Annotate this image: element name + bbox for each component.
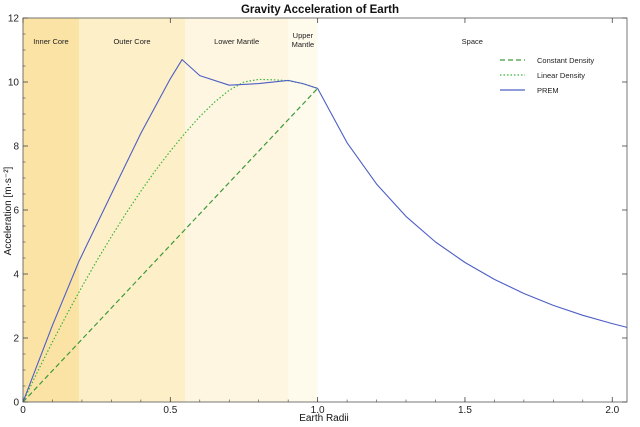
- region-band-4: [317, 18, 627, 402]
- region-label: Upper Mantle: [292, 31, 315, 49]
- y-tick-label: 2: [13, 334, 19, 345]
- x-tick-label: 2.0: [605, 405, 619, 416]
- x-tick-label: 1.5: [458, 405, 472, 416]
- y-axis-title: Acceleration [m·s⁻²]: [3, 166, 14, 255]
- y-tick-label: 0: [13, 398, 19, 409]
- y-axis-ticks: 0 2 4 6 8 10 12: [8, 14, 627, 409]
- y-tick-label: 10: [8, 78, 20, 89]
- y-tick-label: 8: [13, 142, 19, 153]
- chart-title: Gravity Acceleration of Earth: [241, 4, 399, 16]
- x-axis-ticks: 0 0.5 1.0 1.5 2.0: [20, 18, 620, 416]
- y-tick-label: 12: [8, 14, 20, 25]
- x-tick-label: 1.0: [311, 405, 325, 416]
- legend-label: Linear Density: [537, 71, 585, 80]
- region-label: Space: [462, 37, 483, 46]
- series-line-linear-density: [22, 78, 318, 403]
- x-axis-title: Earth Radii: [299, 413, 348, 424]
- region-label: Outer Core: [113, 37, 150, 46]
- y-tick-label: 4: [13, 270, 19, 281]
- legend: Constant Density Linear Density PREM: [500, 56, 594, 95]
- region-label: Inner Core: [33, 37, 68, 46]
- legend-label: PREM: [537, 86, 559, 95]
- region-label: Lower Mantle: [214, 37, 259, 46]
- region-band-0: [23, 18, 79, 402]
- x-tick-label: 0: [20, 405, 26, 416]
- region-bands: [23, 18, 627, 402]
- series-lines: [22, 59, 628, 403]
- y-tick-label: 6: [13, 206, 19, 217]
- region-band-1: [78, 18, 186, 402]
- legend-label: Constant Density: [537, 56, 594, 65]
- series-line-prem: [22, 59, 628, 403]
- region-band-3: [288, 18, 318, 402]
- region-labels: Inner Core Outer Core Lower Mantle Upper Man…: [33, 31, 483, 49]
- x-tick-label: 0.5: [163, 405, 177, 416]
